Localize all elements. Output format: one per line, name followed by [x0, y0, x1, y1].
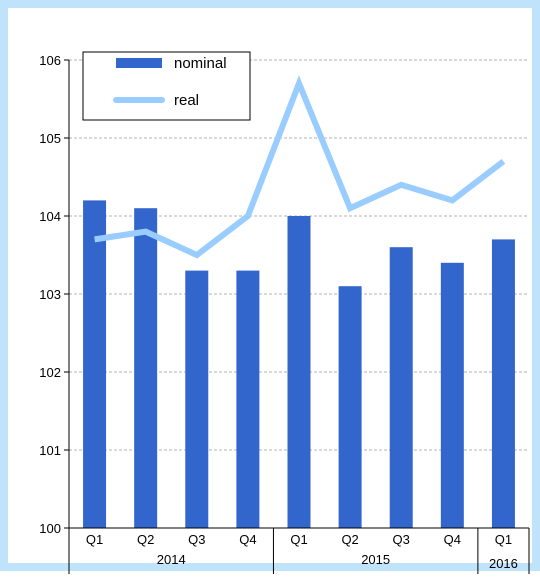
- y-tick-label-106: 106: [39, 53, 61, 68]
- bar-nominal-5: [287, 216, 311, 528]
- y-tick-label-104: 104: [39, 209, 61, 224]
- x-tick-label-4: Q4: [239, 532, 256, 547]
- bar-nominal-7: [389, 247, 413, 528]
- bar-nominal-9: [491, 239, 515, 528]
- bar-nominal-8: [440, 262, 464, 528]
- x-tick-label-3: Q3: [188, 532, 205, 547]
- x-tick-label-2: Q2: [137, 532, 154, 547]
- axes: 100 101 102 103 104 105 106: [39, 53, 530, 574]
- bar-nominal-1: [83, 200, 107, 528]
- legend-label-nominal: nominal: [174, 55, 227, 72]
- x-tick-label-6: Q2: [341, 532, 358, 547]
- bar-nominal-6: [338, 286, 362, 528]
- legend-label-real: real: [174, 92, 199, 109]
- y-tick-label-100: 100: [39, 521, 61, 536]
- legend: nominal real: [82, 51, 251, 121]
- y-tick-label-102: 102: [39, 365, 61, 380]
- x-tick-label-8: Q4: [444, 532, 461, 547]
- x-tick-label-7: Q3: [393, 532, 410, 547]
- x-tick-label-1: Q1: [86, 532, 103, 547]
- x-tick-label-5: Q1: [290, 532, 307, 547]
- legend-box: [82, 51, 251, 121]
- x-tick-label-9: Q1: [495, 532, 512, 547]
- bar-nominal-3: [185, 270, 209, 528]
- bar-nominal-4: [236, 270, 260, 528]
- x-axis-labels: Q1 Q2 Q3 Q4 Q1 Q2 Q3 Q4 Q1 2014 2015 2016: [86, 532, 518, 571]
- y-tick-label-101: 101: [39, 443, 61, 458]
- line-series-real: [94, 75, 506, 259]
- bar-nominal-2: [134, 208, 158, 528]
- bar-series-nominal: [83, 200, 515, 528]
- y-tick-label-105: 105: [39, 131, 61, 146]
- year-label-2014: 2014: [157, 552, 186, 567]
- y-tick-label-103: 103: [39, 287, 61, 302]
- year-label-2016: 2016: [489, 556, 518, 571]
- year-label-2015: 2015: [361, 552, 390, 567]
- line-real: [94, 75, 506, 259]
- legend-swatch-nominal: [116, 58, 162, 68]
